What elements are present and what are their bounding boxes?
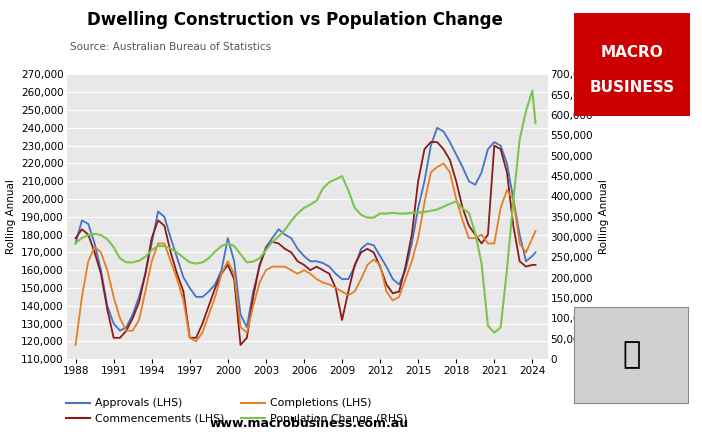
- Text: Source: Australian Bureau of Statistics: Source: Australian Bureau of Statistics: [70, 42, 272, 52]
- Text: www.macrobusiness.com.au: www.macrobusiness.com.au: [209, 417, 409, 430]
- Text: Dwelling Construction vs Population Change: Dwelling Construction vs Population Chan…: [87, 11, 503, 29]
- Text: MACRO: MACRO: [601, 45, 663, 60]
- Text: 🐺: 🐺: [622, 340, 640, 369]
- Legend: Approvals (LHS), Commencements (LHS), Completions (LHS), Population Change (RHS): Approvals (LHS), Commencements (LHS), Co…: [62, 394, 412, 428]
- Y-axis label: Rolling Annual: Rolling Annual: [6, 180, 15, 254]
- Y-axis label: Rolling Annual: Rolling Annual: [599, 180, 609, 254]
- Text: BUSINESS: BUSINESS: [590, 80, 675, 95]
